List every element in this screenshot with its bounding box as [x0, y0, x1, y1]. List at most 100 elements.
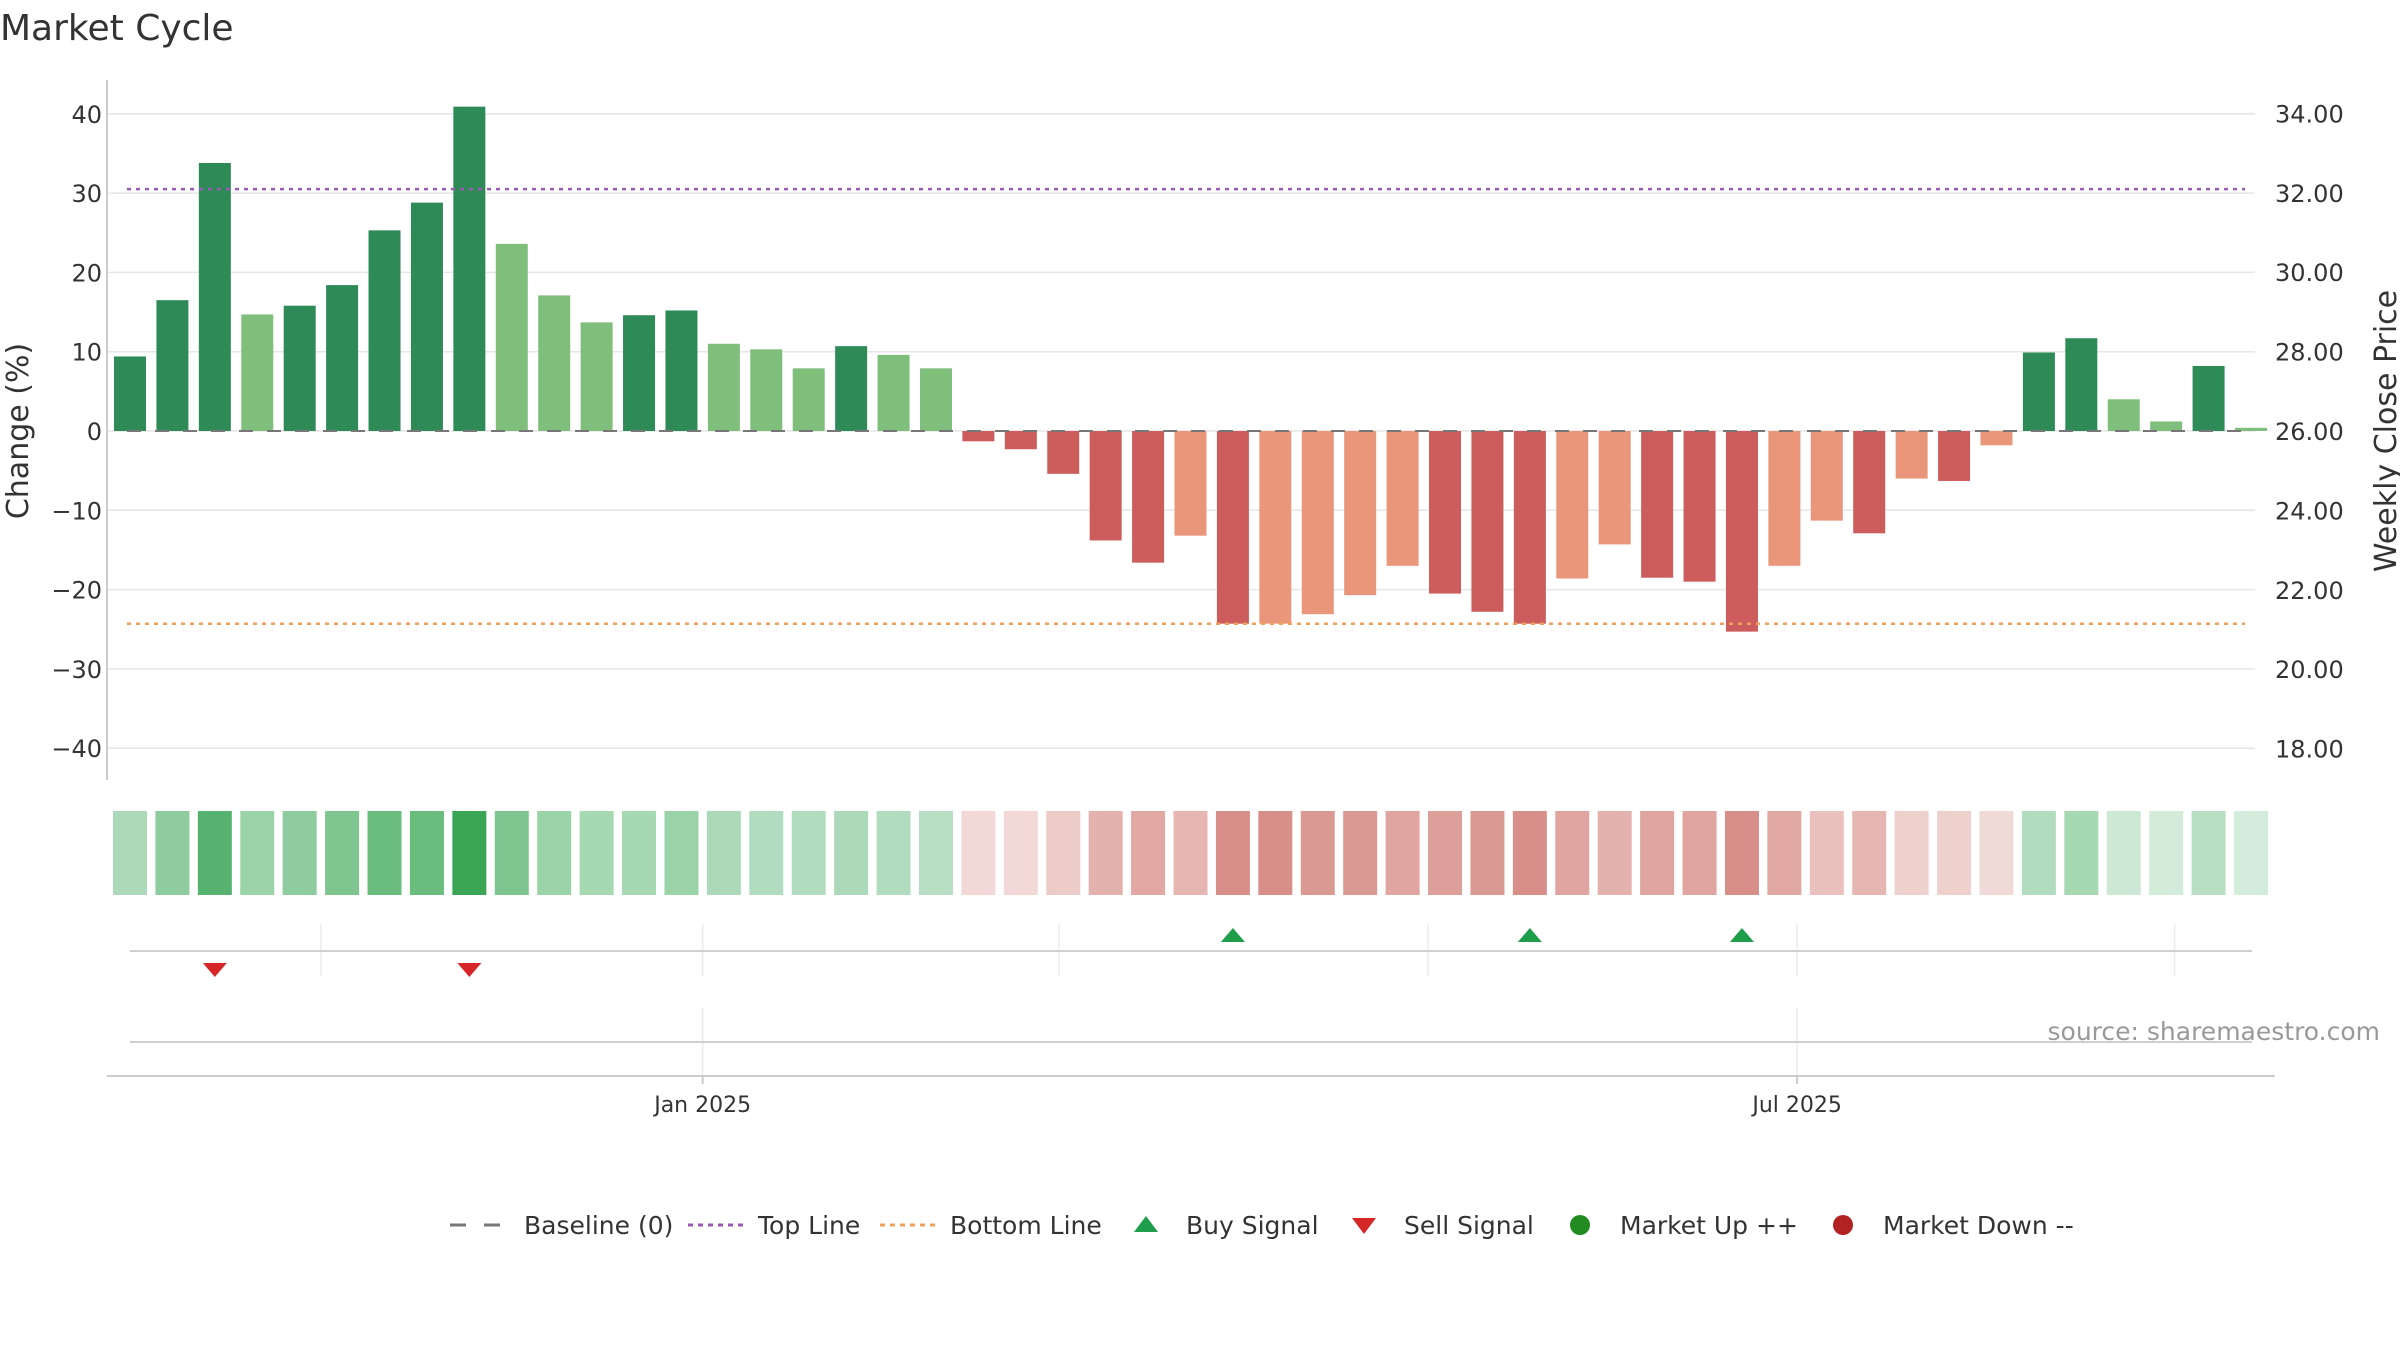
heat-cell	[537, 811, 572, 895]
legend-symbol-buy	[1134, 1216, 1158, 1232]
heat-cell	[325, 811, 360, 895]
bar	[1683, 431, 1716, 582]
main-panel: −40 −30 −20 −10 0 10 20 30 40 18.00 20.00 22.00 24.0…	[1, 80, 2400, 780]
bar	[1429, 431, 1462, 594]
y-tick-label: 10	[71, 339, 102, 367]
heat-cell	[1682, 811, 1717, 895]
bar	[1216, 431, 1249, 624]
heat-cell	[876, 811, 911, 895]
y2-tick-label: 24.00	[2275, 497, 2344, 525]
bar	[877, 354, 910, 431]
heat-cell	[1809, 811, 1844, 895]
heat-cell	[1003, 811, 1038, 895]
heat-cell	[1046, 811, 1081, 895]
y-tick-label: 0	[87, 418, 102, 446]
heat-cell	[1724, 811, 1759, 895]
bar	[2022, 352, 2055, 431]
heat-cell	[1597, 811, 1632, 895]
heat-cell	[494, 811, 529, 895]
heat-cell	[1937, 811, 1972, 895]
bar	[1895, 431, 1928, 479]
heat-cell	[2064, 811, 2099, 895]
bar	[1725, 431, 1758, 632]
date-tick-label: Jan 2025	[652, 1093, 751, 1118]
heat-cell	[240, 811, 275, 895]
bar	[919, 368, 952, 431]
heat-cell	[1470, 811, 1505, 895]
bar	[1810, 431, 1843, 521]
bar	[1344, 431, 1377, 596]
bar	[835, 346, 868, 431]
heat-cell	[622, 811, 657, 895]
bar	[1768, 431, 1801, 566]
heat-cell	[961, 811, 996, 895]
heat-strip	[113, 811, 2268, 895]
heat-cell	[834, 811, 869, 895]
y2-tick-label: 34.00	[2275, 100, 2344, 128]
legend-label: Market Down --	[1883, 1211, 2074, 1240]
bar	[1174, 431, 1207, 536]
bar	[623, 315, 656, 431]
y2-tick-label: 18.00	[2275, 736, 2344, 764]
bar	[750, 349, 783, 431]
sell-signal-marker	[202, 963, 227, 977]
legend-label: Bottom Line	[950, 1211, 1102, 1240]
heat-cell	[155, 811, 190, 895]
y2-tick-label: 26.00	[2275, 418, 2344, 446]
bar	[2235, 427, 2267, 431]
heat-cell	[1385, 811, 1420, 895]
bar	[792, 368, 825, 431]
y-tick-label: −10	[51, 497, 102, 525]
heat-cell	[1300, 811, 1335, 895]
bar	[1004, 431, 1037, 450]
y2-tick-label: 22.00	[2275, 577, 2344, 605]
heat-cell	[791, 811, 826, 895]
heat-cell	[282, 811, 317, 895]
y-tick-label: −30	[51, 656, 102, 684]
heat-cell	[1088, 811, 1123, 895]
heat-cell	[918, 811, 953, 895]
heat-cell	[2191, 811, 2226, 895]
bar	[495, 243, 528, 431]
bar	[241, 314, 274, 431]
buy-signal-marker	[1517, 928, 1542, 942]
bar	[1513, 431, 1546, 624]
bar	[1556, 431, 1589, 579]
heat-cell	[1894, 811, 1929, 895]
buy-signal-marker	[1220, 928, 1245, 942]
bar	[326, 285, 359, 431]
sell-signal-marker	[457, 963, 482, 977]
heat-cell	[749, 811, 784, 895]
heat-cell	[1428, 811, 1463, 895]
bar	[1132, 431, 1165, 563]
chart-title: Market Cycle	[0, 8, 234, 49]
heat-cell	[409, 811, 444, 895]
bar	[1471, 431, 1504, 612]
heat-cell	[1640, 811, 1675, 895]
bar	[283, 305, 316, 431]
heat-cell	[579, 811, 614, 895]
bar	[1301, 431, 1334, 615]
heat-cell	[1131, 811, 1166, 895]
y2-tick-label: 30.00	[2275, 259, 2344, 287]
heat-cell	[706, 811, 741, 895]
heat-cell	[1852, 811, 1887, 895]
y2-tick-label: 20.00	[2275, 656, 2344, 684]
bar	[538, 295, 571, 431]
y2-tick-label: 28.00	[2275, 339, 2344, 367]
bar	[453, 106, 486, 432]
bar	[962, 431, 995, 442]
bar	[2192, 365, 2225, 431]
bar	[580, 322, 613, 431]
bar	[410, 202, 443, 431]
heat-cell	[1512, 811, 1547, 895]
legend-label: Baseline (0)	[524, 1211, 673, 1240]
y-axis-title: Change (%)	[1, 343, 36, 519]
bar	[1386, 431, 1419, 566]
heat-cell	[1979, 811, 2014, 895]
bar	[707, 343, 740, 431]
source-text: source: sharemaestro.com	[2048, 1017, 2381, 1046]
bar	[198, 162, 231, 431]
legend-label: Buy Signal	[1186, 1211, 1319, 1240]
heat-cell	[1555, 811, 1590, 895]
